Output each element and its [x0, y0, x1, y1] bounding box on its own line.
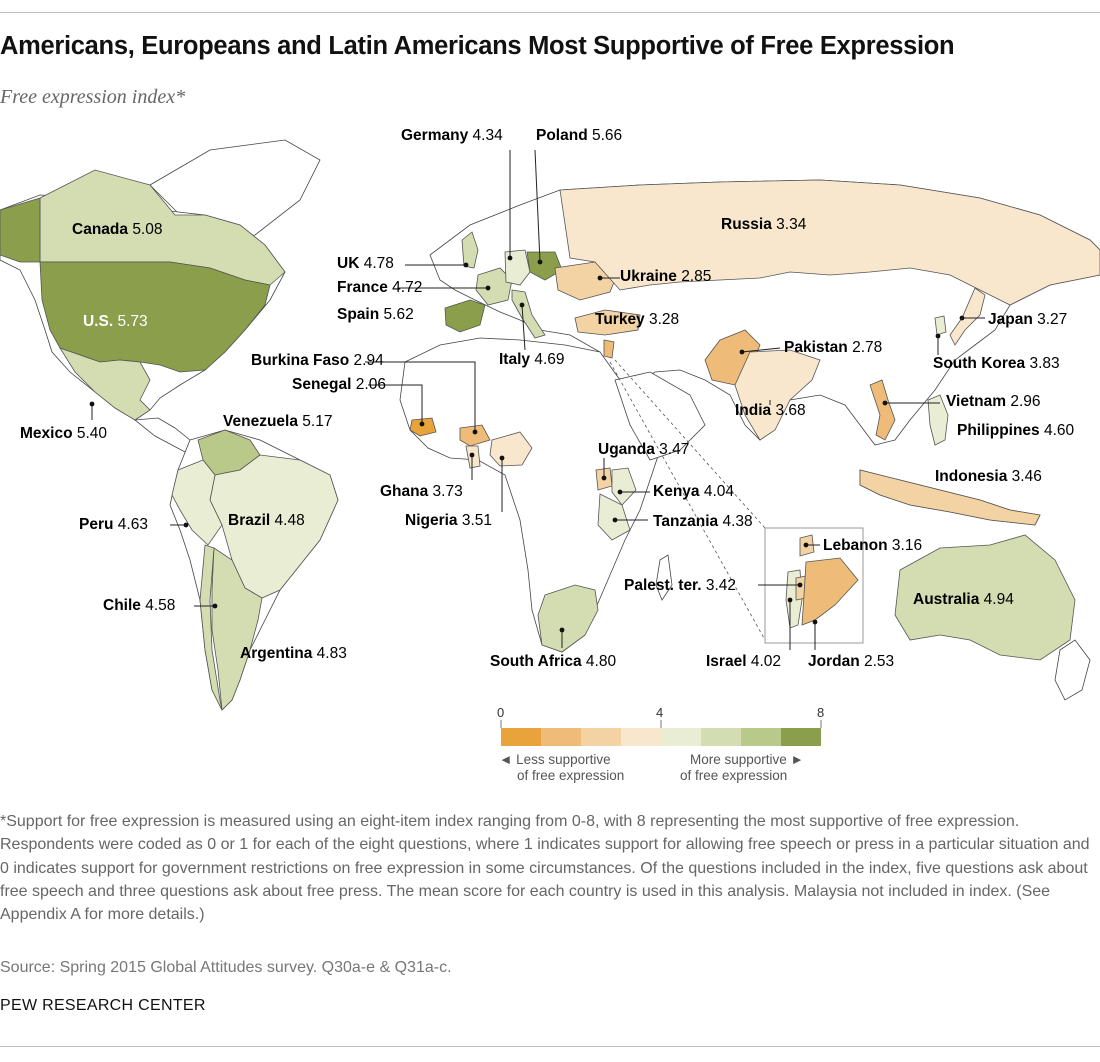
chart-subtitle: Free expression index*: [0, 86, 186, 108]
label-venezuela: Venezuela 5.17: [223, 413, 333, 430]
label-india: India 3.68: [735, 402, 806, 419]
label-peru: Peru 4.63: [79, 516, 148, 533]
footnote: *Support for free expression is measured…: [0, 813, 1090, 924]
legend-more-caption: More supportive ► of free expression: [680, 752, 804, 783]
chile-shape: [199, 544, 223, 711]
legend-swatch: [781, 728, 821, 746]
label-vietnam: Vietnam 2.96: [946, 393, 1041, 410]
label-russia: Russia 3.34: [721, 216, 807, 233]
label-spain: Spain 5.62: [337, 306, 414, 323]
newzealand-shape: [1054, 639, 1091, 701]
legend-scale: [500, 720, 822, 746]
label-uk: UK 4.78: [337, 255, 394, 272]
bottom-rule: [0, 1046, 1100, 1047]
label-senegal: Senegal 2.06: [292, 376, 386, 393]
label-france: France 4.72: [337, 279, 423, 296]
legend-swatch: [581, 728, 621, 746]
leader-poland: [534, 149, 541, 263]
legend-swatch: [661, 728, 701, 746]
label-israel: Israel 4.02: [706, 653, 781, 670]
label-italy: Italy 4.69: [499, 351, 565, 368]
leader-dots: [89, 255, 965, 633]
kenya-shape: [611, 467, 637, 506]
label-turkey: Turkey 3.28: [595, 311, 680, 328]
mexico-shape: [59, 347, 151, 421]
label-japan: Japan 3.27: [988, 311, 1068, 328]
legend-swatch: [501, 728, 541, 746]
legend-swatch: [541, 728, 581, 746]
label-nigeria: Nigeria 3.51: [405, 512, 493, 529]
world-map: .land { fill:#fff; stroke:#444; stroke-w…: [0, 139, 1100, 711]
chart-title: Americans, Europeans and Latin Americans…: [0, 32, 955, 60]
source-line: Source: Spring 2015 Global Attitudes sur…: [0, 959, 452, 976]
label-germany: Germany 4.34: [401, 127, 503, 144]
label-brazil: Brazil 4.48: [228, 512, 305, 529]
madagascar-shape: [655, 554, 673, 601]
australia-shape: [894, 534, 1076, 661]
indonesia-shape: [859, 469, 1041, 526]
leader-pakistan: [741, 347, 781, 353]
inset-connector-2: [609, 361, 766, 641]
italy-shape: [511, 289, 546, 339]
label-philippines: Philippines 4.60: [957, 422, 1075, 439]
label-southkorea: South Korea 3.83: [933, 355, 1060, 372]
legend-less-caption: ◄ Less supportive of free expression: [499, 752, 625, 783]
label-southafrica: South Africa 4.80: [490, 653, 617, 670]
label-uganda: Uganda 3.47: [598, 441, 690, 458]
label-kenya: Kenya 4.04: [653, 483, 735, 500]
label-ukraine: Ukraine 2.85: [620, 268, 712, 285]
top-rule: [0, 12, 1100, 13]
label-jordan: Jordan 2.53: [808, 653, 895, 670]
leader-burkina: [365, 361, 476, 432]
india-shape: [734, 349, 821, 441]
label-indonesia: Indonesia 3.46: [935, 468, 1042, 485]
label-burkina: Burkina Faso 2.94: [251, 352, 384, 369]
southkorea-shape: [934, 315, 947, 336]
legend-swatch: [701, 728, 741, 746]
label-canada: Canada 5.08: [72, 221, 163, 238]
legend-tick-min: 0: [497, 705, 505, 720]
philippines-shape: [927, 394, 949, 446]
senegal-shape: [409, 417, 437, 437]
southafrica-shape: [537, 584, 599, 653]
organization-name: PEW RESEARCH CENTER: [0, 997, 206, 1014]
leader-italy: [521, 304, 526, 351]
inset-connector-1: [614, 359, 766, 529]
middle-east-hint: [603, 339, 615, 359]
alaska-shape: [0, 197, 41, 263]
france-shape: [475, 267, 513, 306]
peru-shape: [171, 459, 223, 546]
legend-tick-max: 8: [817, 705, 825, 720]
uk-shape: [461, 231, 479, 269]
poland-shape: [526, 251, 563, 281]
legend-swatch: [741, 728, 781, 746]
burkina-shape: [459, 424, 491, 447]
label-australia: Australia 4.94: [913, 591, 1014, 608]
turkey-shape: [574, 309, 641, 336]
label-pakistan: Pakistan 2.78: [784, 339, 883, 356]
label-mexico: Mexico 5.40: [20, 425, 108, 442]
brazil-shape: [209, 454, 339, 599]
spain-shape: [444, 299, 486, 333]
arabia-base: [614, 371, 706, 461]
label-palestine: Palest. ter. 3.42: [624, 577, 737, 594]
russia-shape: [559, 179, 1100, 306]
legend-swatch: [621, 728, 661, 746]
label-lebanon: Lebanon 3.16: [823, 537, 923, 554]
leader-senegal: [368, 384, 423, 424]
label-tanzania: Tanzania 4.38: [653, 513, 753, 530]
jordan-inset-shape: [801, 557, 859, 626]
legend-tick-mid: 4: [656, 705, 664, 720]
argentina-shape: [211, 547, 263, 711]
label-argentina: Argentina 4.83: [240, 645, 347, 662]
label-us: U.S. 5.73: [83, 313, 148, 330]
label-ghana: Ghana 3.73: [380, 483, 463, 500]
label-poland: Poland 5.66: [536, 127, 623, 144]
tanzania-shape: [597, 493, 631, 541]
vietnam-shape: [869, 379, 896, 441]
label-chile: Chile 4.58: [103, 597, 176, 614]
japan-shape: [949, 287, 986, 346]
